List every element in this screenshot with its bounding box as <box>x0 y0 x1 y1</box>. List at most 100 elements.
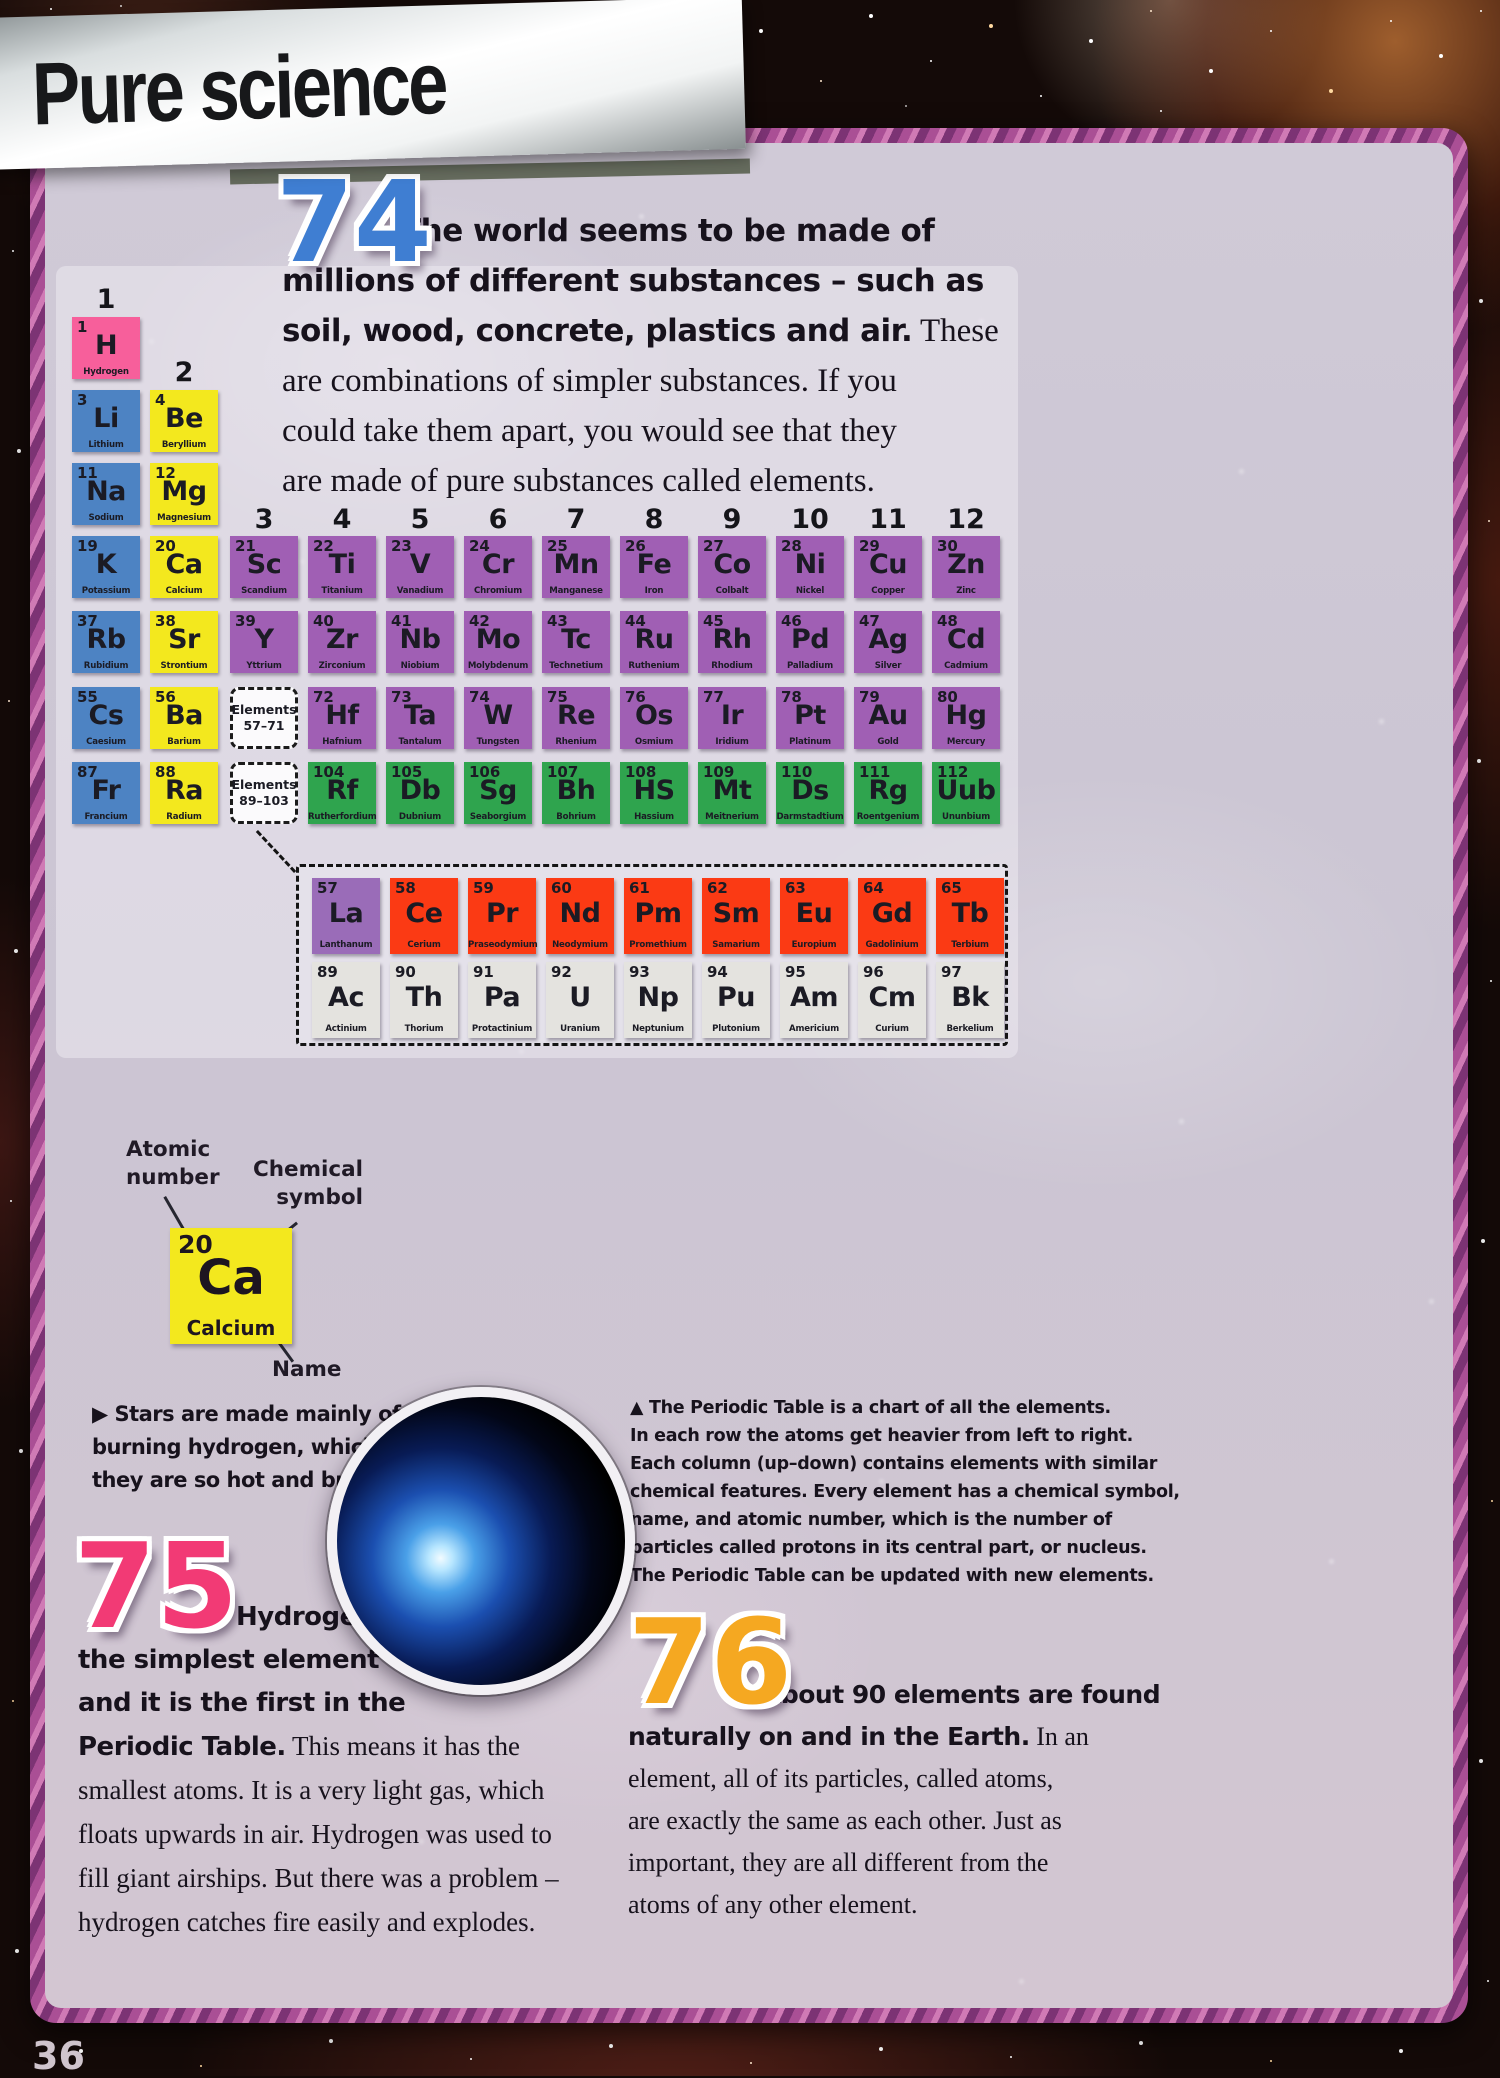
element-symbol: Sg <box>479 775 517 806</box>
atomic-number: 30 <box>937 537 958 555</box>
element-name: Platinum <box>789 737 831 747</box>
element-name: Yttrium <box>246 661 282 671</box>
element-symbol: Ru <box>634 624 674 655</box>
element-symbol: HS <box>633 775 675 806</box>
element-name: Chromium <box>474 586 522 596</box>
element-Fe: 26 Fe Iron <box>620 536 688 598</box>
element-name: Ruthenium <box>628 661 680 671</box>
element-symbol: Bh <box>556 775 596 806</box>
atomic-number: 63 <box>785 879 806 897</box>
element-W: 74 W Tungsten <box>464 687 532 749</box>
atomic-number: 58 <box>395 879 416 897</box>
element-name: Radium <box>166 812 202 822</box>
element-Ra: 88 Ra Radium <box>150 762 218 824</box>
element-symbol: Rb <box>86 624 126 655</box>
atomic-number: 19 <box>77 537 98 555</box>
atomic-number: 60 <box>551 879 572 897</box>
element-H: 1 H Hydrogen <box>72 317 140 379</box>
element-Na: 11 Na Sodium <box>72 463 140 525</box>
fact-76-number: 76 <box>628 1593 793 1731</box>
element-symbol: Be <box>165 403 203 434</box>
atomic-number: 24 <box>469 537 490 555</box>
atomic-number: 93 <box>629 963 650 981</box>
atomic-number: 38 <box>155 612 176 630</box>
element-symbol: Cr <box>481 549 515 580</box>
element-name: Francium <box>84 812 128 822</box>
page-title: Pure science <box>30 34 447 144</box>
element-Sm: 62 Sm Samarium <box>702 878 770 954</box>
name-label: Name <box>272 1357 342 1382</box>
atomic-number: 20 <box>155 537 176 555</box>
element-symbol: Ir <box>720 700 744 731</box>
element-symbol: Hf <box>325 700 359 731</box>
element-name: Lanthanum <box>319 940 373 950</box>
fact-74-number: 74 <box>276 158 432 288</box>
element-symbol: Th <box>405 982 443 1013</box>
element-symbol: Mg <box>161 476 207 507</box>
element-symbol: Os <box>634 700 674 731</box>
fact-76-text: About 90 elements are found naturally on… <box>628 1674 1161 1926</box>
element-name: Ununbium <box>942 812 990 822</box>
element-name: Lithium <box>88 440 124 450</box>
atomic-number: 80 <box>937 688 958 706</box>
element-symbol: Cu <box>868 549 908 580</box>
atomic-number: 75 <box>547 688 568 706</box>
element-symbol: Ac <box>328 982 364 1013</box>
element-symbol: Bk <box>951 982 989 1013</box>
element-name: Hafnium <box>322 737 362 747</box>
element-name: Rubidium <box>83 661 129 671</box>
element-symbol: W <box>483 700 513 731</box>
atomic-number: 29 <box>859 537 880 555</box>
element-symbol: Li <box>93 403 119 434</box>
fact-75-regular-text: This means it has the smallest atoms. It… <box>78 1731 559 1937</box>
atomic-number: 90 <box>395 963 416 981</box>
element-Cd: 48 Cd Cadmium <box>932 611 1000 673</box>
element-symbol: Au <box>868 700 908 731</box>
group-header-9: 9 <box>722 504 742 535</box>
element-Re: 75 Re Rhenium <box>542 687 610 749</box>
element-symbol: Mt <box>712 775 752 806</box>
element-name: Tantalum <box>398 737 442 747</box>
element-symbol: Pt <box>794 700 826 731</box>
element-name: Gadolinium <box>865 940 919 950</box>
element-name: Molybdenum <box>467 661 529 671</box>
element-V: 23 V Vanadium <box>386 536 454 598</box>
element-Rf: 104 Rf Rutherfordium <box>308 762 377 824</box>
group-header-5: 5 <box>410 504 430 535</box>
element-name: Gold <box>877 737 899 747</box>
element-Ni: 28 Ni Nickel <box>776 536 844 598</box>
element-Be: 4 Be Beryllium <box>150 390 218 452</box>
atomic-number: 27 <box>703 537 724 555</box>
atomic-number: 88 <box>155 763 176 781</box>
element-symbol: Pu <box>716 982 756 1013</box>
element-symbol: Ce <box>405 898 443 929</box>
element-name: Plutonium <box>712 1024 760 1034</box>
atomic-number: 91 <box>473 963 494 981</box>
element-symbol: Sc <box>246 549 282 580</box>
element-symbol: Nb <box>399 624 441 655</box>
atomic-number: 109 <box>703 763 735 781</box>
element-Nd: 60 Nd Neodymium <box>546 878 614 954</box>
element-Ca: 20 Ca Calcium <box>150 536 218 598</box>
element-Ru: 44 Ru Ruthenium <box>620 611 688 673</box>
element-Ce: 58 Ce Cerium <box>390 878 458 954</box>
element-name: Hassium <box>634 812 674 822</box>
element-symbol: La <box>328 898 364 929</box>
atomic-number: 112 <box>937 763 969 781</box>
element-name: Scandium <box>241 586 287 596</box>
element-Sr: 38 Sr Strontium <box>150 611 218 673</box>
element-Rb: 37 Rb Rubidium <box>72 611 140 673</box>
element-name: Caesium <box>86 737 126 747</box>
atomic-number: 48 <box>937 612 958 630</box>
group-header-11: 11 <box>869 504 907 535</box>
element-name: Potassium <box>81 586 131 596</box>
element-Y: 39 Y Yttrium <box>230 611 298 673</box>
element-name: Seaborgium <box>469 812 527 822</box>
atomic-number: 45 <box>703 612 724 630</box>
group-header-7: 7 <box>566 504 586 535</box>
group-header-4: 4 <box>332 504 352 535</box>
element-Cm: 96 Cm Curium <box>858 962 926 1038</box>
element-symbol: Hg <box>945 700 987 731</box>
element-Ba: 56 Ba Barium <box>150 687 218 749</box>
